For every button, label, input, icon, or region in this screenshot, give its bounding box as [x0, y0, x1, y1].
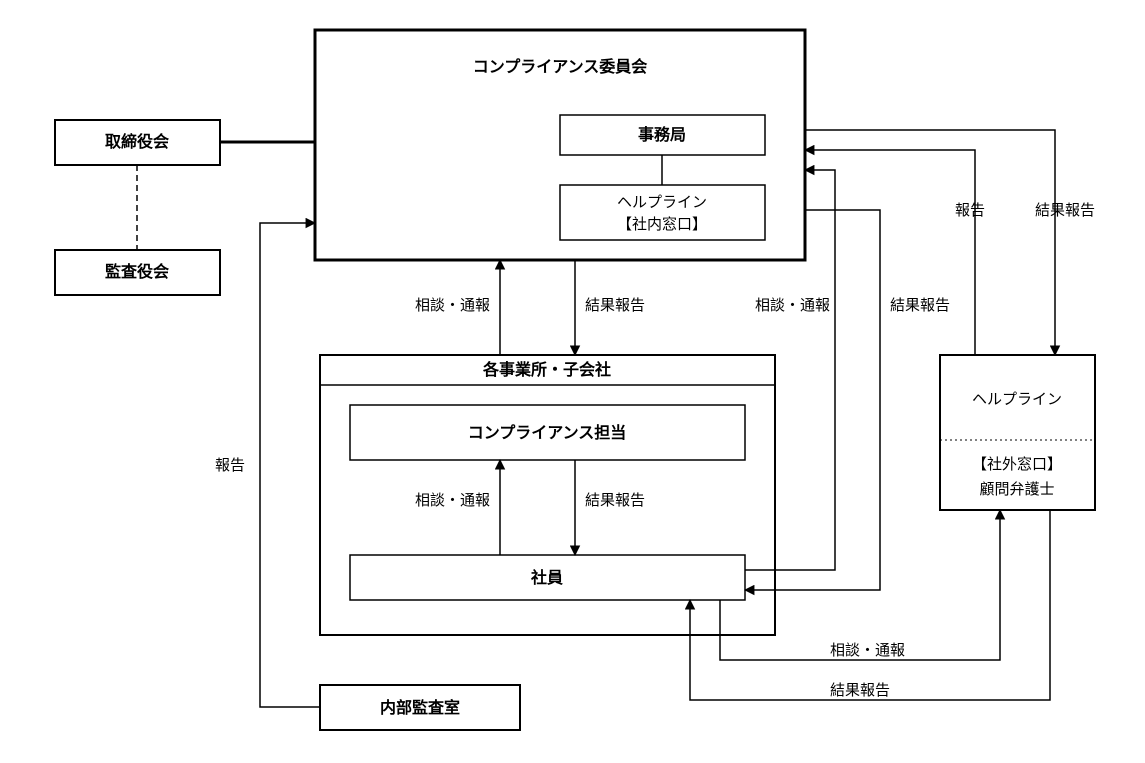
external-committee-up-label: 報告 [955, 202, 985, 219]
helpline-internal-l1: ヘルプライン [617, 194, 707, 211]
offices-title-label: 各事業所・子会社 [482, 360, 611, 379]
offices-committee-label-right: 結果報告 [585, 297, 645, 314]
employees-label: 社員 [530, 568, 563, 587]
emp-officer-label-left: 相談・通報 [415, 492, 490, 509]
committee-emp-down-label: 結果報告 [890, 297, 950, 314]
external-emp-label: 結果報告 [830, 682, 890, 699]
compliance-officer-label: コンプライアンス担当 [468, 423, 627, 442]
internal-audit-label: 内部監査室 [380, 698, 460, 717]
emp-external-label: 相談・通報 [830, 642, 905, 659]
helpline-internal-l2: 【社内窓口】 [617, 215, 707, 233]
secretariat-label: 事務局 [638, 125, 686, 144]
audit-report-path [260, 223, 320, 707]
emp-committee-up-label: 相談・通報 [755, 297, 830, 314]
compliance-committee-label: コンプライアンス委員会 [473, 57, 648, 76]
external-committee-up [805, 150, 975, 355]
offices-committee-label-left: 相談・通報 [415, 297, 490, 314]
emp-officer-label-right: 結果報告 [585, 492, 645, 509]
board-label: 取締役会 [105, 132, 169, 151]
committee-external-down-label: 結果報告 [1035, 202, 1095, 219]
auditors-label: 監査役会 [105, 262, 169, 281]
audit-report-label: 報告 [215, 457, 245, 474]
helpline-external-l2: 【社外窓口】 [972, 455, 1062, 473]
helpline-external-l3: 顧問弁護士 [979, 481, 1054, 498]
helpline-external-l1: ヘルプライン [972, 391, 1062, 408]
org-diagram: 取締役会 監査役会 コンプライアンス委員会 事務局 ヘルプライン 【社内窓口】 … [0, 0, 1145, 763]
committee-external-down [805, 130, 1055, 355]
